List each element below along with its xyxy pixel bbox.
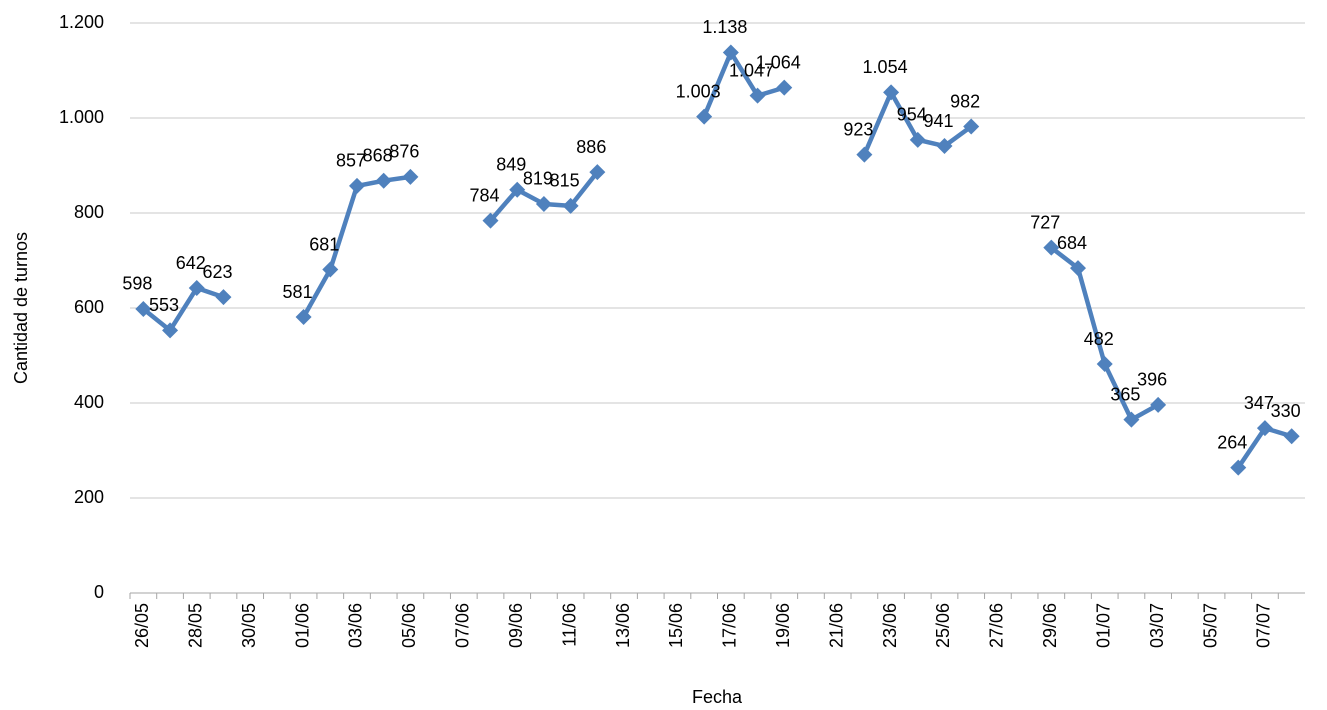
point-marker [749,87,766,104]
point-marker [1070,260,1087,277]
y-tick-label: 0 [94,582,104,602]
data-label: 264 [1217,432,1247,452]
data-label: 1.138 [702,17,747,37]
x-tick-label: 13/06 [613,603,633,648]
point-marker [562,197,579,214]
x-tick-label: 15/06 [666,603,686,648]
x-tick-label: 17/06 [720,603,740,648]
point-marker [722,44,739,61]
data-label: 330 [1271,401,1301,421]
data-label: 681 [309,234,339,254]
data-label: 598 [122,274,152,294]
data-label: 954 [897,105,927,125]
point-marker [696,108,713,125]
point-marker [909,131,926,148]
x-tick-label: 30/05 [239,603,259,648]
x-tick-label: 23/06 [880,603,900,648]
point-marker [295,309,312,326]
series-line [141,50,1293,469]
data-label: 727 [1030,212,1060,232]
data-label: 1.054 [863,57,908,77]
point-marker [215,289,232,306]
point-marker [589,164,606,181]
data-label: 347 [1244,393,1274,413]
point-marker [1256,420,1273,437]
data-label: 365 [1110,384,1140,404]
x-tick-label: 27/06 [987,603,1007,648]
data-label: 396 [1137,370,1167,390]
x-tick-label: 03/06 [346,603,366,648]
point-marker [963,118,980,135]
data-label: 581 [283,282,313,302]
x-axis-title: Fecha [692,687,743,707]
point-marker [1283,428,1300,445]
x-tick-label: 09/06 [506,603,526,648]
data-label: 684 [1057,233,1087,253]
point-marker [1043,239,1060,256]
y-tick-label: 200 [74,487,104,507]
data-label: 868 [363,145,393,165]
x-tick-label: 07/07 [1254,603,1274,648]
point-marker [322,261,339,278]
x-tick-label: 03/07 [1147,603,1167,648]
y-tick-label: 1.000 [59,107,104,127]
x-tick-label: 26/05 [132,603,152,648]
point-marker [348,177,365,194]
data-label: 886 [576,137,606,157]
x-tick-label: 01/06 [292,603,312,648]
data-label: 482 [1084,329,1114,349]
data-label: 1.064 [756,52,801,72]
point-marker [1150,396,1167,413]
point-marker [883,84,900,101]
point-marker [1123,411,1140,428]
x-tick-label: 25/06 [933,603,953,648]
x-tick-label: 29/06 [1040,603,1060,648]
x-tick-label: 21/06 [826,603,846,648]
data-label: 642 [176,253,206,273]
data-label: 1.047 [729,60,774,80]
point-marker [856,146,873,163]
point-marker [135,300,152,317]
x-tick-label: 05/06 [399,603,419,648]
point-marker [776,79,793,96]
x-tick-label: 28/05 [186,603,206,648]
data-label: 784 [469,185,499,205]
x-tick-label: 11/06 [559,603,579,647]
data-label: 623 [202,262,232,282]
data-label: 1.003 [676,81,721,101]
point-marker [402,168,419,185]
data-label: 876 [389,142,419,162]
point-marker [936,138,953,155]
point-marker [162,322,179,339]
y-tick-label: 1.200 [59,12,104,32]
data-label: 923 [843,119,873,139]
data-label: 982 [950,91,980,111]
point-marker [482,212,499,229]
point-marker [1230,459,1247,476]
data-label: 857 [336,151,366,171]
data-label: 849 [496,154,526,174]
point-marker [375,172,392,189]
data-label: 941 [923,111,953,131]
y-axis-title: Cantidad de turnos [11,232,31,384]
data-label: 553 [149,295,179,315]
point-marker [509,181,526,198]
x-tick-label: 01/07 [1093,603,1113,648]
y-tick-label: 400 [74,392,104,412]
x-tick-label: 07/06 [453,603,473,648]
point-marker [1096,356,1113,373]
data-label: 819 [523,169,553,189]
y-tick-label: 600 [74,297,104,317]
x-tick-label: 19/06 [773,603,793,648]
x-tick-label: 05/07 [1200,603,1220,648]
data-label: 815 [550,171,580,191]
point-marker [188,280,205,297]
y-tick-label: 800 [74,202,104,222]
point-marker [535,195,552,212]
